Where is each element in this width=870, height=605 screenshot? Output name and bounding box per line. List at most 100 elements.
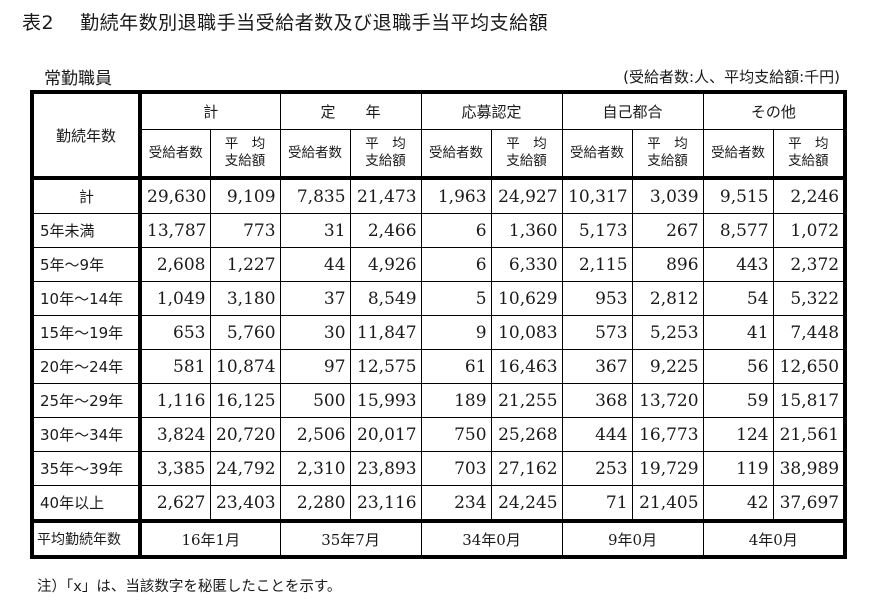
table-row: 20年～24年 581 10,874 97 12,575 61 16,463 367 9,225…: [31, 349, 846, 384]
cell-average-amount: 8,549: [349, 281, 422, 316]
subheader-average-line2: 支給額: [506, 153, 547, 169]
unit-note: (受給者数:人、平均支給額:千円): [623, 68, 840, 86]
subheader-average-amount: 平 均支給額: [349, 129, 422, 180]
table-row: 5年～9年 2,608 1,227 44 4,926 6 6,330 2,115 896 443 2…: [31, 247, 846, 282]
cell-average-amount: 20,017: [349, 417, 422, 452]
cell-recipient-count: 1,963: [420, 177, 492, 214]
cell-recipient-count: 42: [702, 485, 774, 522]
cell-recipient-count: 1,116: [139, 383, 211, 418]
subheader-average-line1: 平 均: [788, 136, 829, 152]
subheader-average-line2: 支給額: [224, 153, 266, 169]
subheader-average-amount: 平 均支給額: [209, 129, 281, 180]
average-tenure-value: 16年1月: [139, 519, 281, 558]
cell-average-amount: 15,993: [349, 383, 422, 418]
cell-average-amount: 21,473: [349, 177, 422, 214]
row-label: 15年～19年: [31, 315, 142, 350]
cell-recipient-count: 8,577: [702, 213, 774, 248]
cell-recipient-count: 2,115: [561, 247, 633, 282]
group-header-self-reasons: 自己都合: [561, 91, 704, 130]
cell-average-amount: 773: [209, 213, 281, 248]
cell-average-amount: 10,083: [490, 315, 563, 350]
subheader-average-amount: 平 均支給額: [490, 129, 563, 180]
cell-recipient-count: 189: [420, 383, 492, 418]
cell-average-amount: 5,322: [772, 281, 846, 316]
cell-recipient-count: 10,317: [561, 177, 633, 214]
average-tenure-value: 34年0月: [420, 519, 563, 558]
cell-average-amount: 10,629: [490, 281, 563, 316]
table-row: 30年～34年 3,824 20,720 2,506 20,017 750 25,268 44…: [31, 417, 846, 452]
cell-average-amount: 38,989: [772, 451, 846, 486]
cell-recipient-count: 5,173: [561, 213, 633, 248]
cell-average-amount: 5,760: [209, 315, 281, 350]
cell-average-amount: 6,330: [490, 247, 563, 282]
cell-average-amount: 24,245: [490, 485, 563, 522]
cell-average-amount: 24,792: [209, 451, 281, 486]
group-header-total: 計: [139, 91, 281, 130]
cell-recipient-count: 750: [420, 417, 492, 452]
cell-recipient-count: 581: [139, 349, 211, 384]
cell-average-amount: 1,072: [772, 213, 846, 248]
cell-recipient-count: 6: [420, 213, 492, 248]
subheader-count: 受給者数: [561, 129, 633, 180]
cell-average-amount: 4,926: [349, 247, 422, 282]
cell-average-amount: 23,893: [349, 451, 422, 486]
cell-average-amount: 1,227: [209, 247, 281, 282]
cell-average-amount: 20,720: [209, 417, 281, 452]
cell-recipient-count: 9: [420, 315, 492, 350]
cell-recipient-count: 2,627: [139, 485, 211, 522]
retirement-allowance-table: 勤続年数 計 定 年 応募認定 自己都合 その他 受給者数平 均支給額 受給者数平…: [30, 90, 848, 559]
cell-average-amount: 23,116: [349, 485, 422, 522]
table-number: 表2: [22, 12, 55, 34]
cell-recipient-count: 5: [420, 281, 492, 316]
row-header-label: 勤続年数: [31, 91, 142, 180]
row-label: 計: [31, 177, 142, 214]
row-label: 20年～24年: [31, 349, 142, 384]
subheader-count: 受給者数: [702, 129, 774, 180]
cell-recipient-count: 2,608: [139, 247, 211, 282]
cell-average-amount: 2,812: [631, 281, 704, 316]
table-row: 25年～29年 1,116 16,125 500 15,993 189 21,255 368 1…: [31, 383, 846, 418]
cell-average-amount: 267: [631, 213, 704, 248]
average-tenure-label: 平均勤続年数: [31, 519, 142, 558]
cell-average-amount: 16,125: [209, 383, 281, 418]
cell-average-amount: 10,874: [209, 349, 281, 384]
cell-recipient-count: 1,049: [139, 281, 211, 316]
cell-recipient-count: 253: [561, 451, 633, 486]
cell-recipient-count: 61: [420, 349, 492, 384]
subheader-average-line1: 平 均: [506, 136, 547, 152]
table-row: 15年～19年 653 5,760 30 11,847 9 10,083 573 5,253 41…: [31, 315, 846, 350]
average-tenure-value: 4年0月: [702, 519, 846, 558]
cell-average-amount: 37,697: [772, 485, 846, 522]
table-row: 5年未満 13,787 773 31 2,466 6 1,360 5,173 267 8,577 1…: [31, 213, 846, 248]
row-label: 5年～9年: [31, 247, 142, 282]
cell-recipient-count: 7,835: [279, 177, 351, 214]
cell-recipient-count: 443: [702, 247, 774, 282]
cell-recipient-count: 2,506: [279, 417, 351, 452]
row-label: 5年未満: [31, 213, 142, 248]
cell-average-amount: 23,403: [209, 485, 281, 522]
cell-recipient-count: 13,787: [139, 213, 211, 248]
subheader-average-amount: 平 均支給額: [631, 129, 704, 180]
cell-average-amount: 896: [631, 247, 704, 282]
cell-recipient-count: 97: [279, 349, 351, 384]
cell-recipient-count: 3,824: [139, 417, 211, 452]
cell-recipient-count: 953: [561, 281, 633, 316]
cell-average-amount: 2,466: [349, 213, 422, 248]
cell-recipient-count: 573: [561, 315, 633, 350]
footnote: 注）「x」は、当該数字を秘匿したことを示す。: [37, 579, 342, 595]
group-header-other: その他: [702, 91, 846, 130]
table-row: 35年～39年 3,385 24,792 2,310 23,893 703 27,162 25…: [31, 451, 846, 486]
row-label: 30年～34年: [31, 417, 142, 452]
cell-average-amount: 24,927: [490, 177, 563, 214]
cell-recipient-count: 444: [561, 417, 633, 452]
cell-recipient-count: 56: [702, 349, 774, 384]
cell-recipient-count: 54: [702, 281, 774, 316]
cell-average-amount: 9,225: [631, 349, 704, 384]
cell-average-amount: 5,253: [631, 315, 704, 350]
cell-recipient-count: 6: [420, 247, 492, 282]
subheader-average-line1: 平 均: [365, 136, 406, 152]
row-label: 35年～39年: [31, 451, 142, 486]
cell-average-amount: 25,268: [490, 417, 563, 452]
cell-recipient-count: 59: [702, 383, 774, 418]
table-row: 計 29,630 9,109 7,835 21,473 1,963 24,927 10,317…: [31, 177, 846, 214]
